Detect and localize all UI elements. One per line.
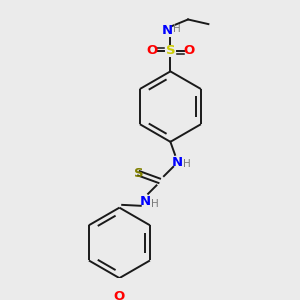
Text: N: N [162,24,173,37]
Text: O: O [183,44,195,58]
Text: O: O [146,44,158,58]
Text: S: S [166,44,175,58]
Text: H: H [151,199,158,209]
Text: H: H [183,159,191,169]
Text: O: O [114,290,125,300]
Text: S: S [134,167,144,180]
Text: N: N [140,195,151,208]
Text: N: N [172,156,183,169]
Text: H: H [173,24,181,34]
